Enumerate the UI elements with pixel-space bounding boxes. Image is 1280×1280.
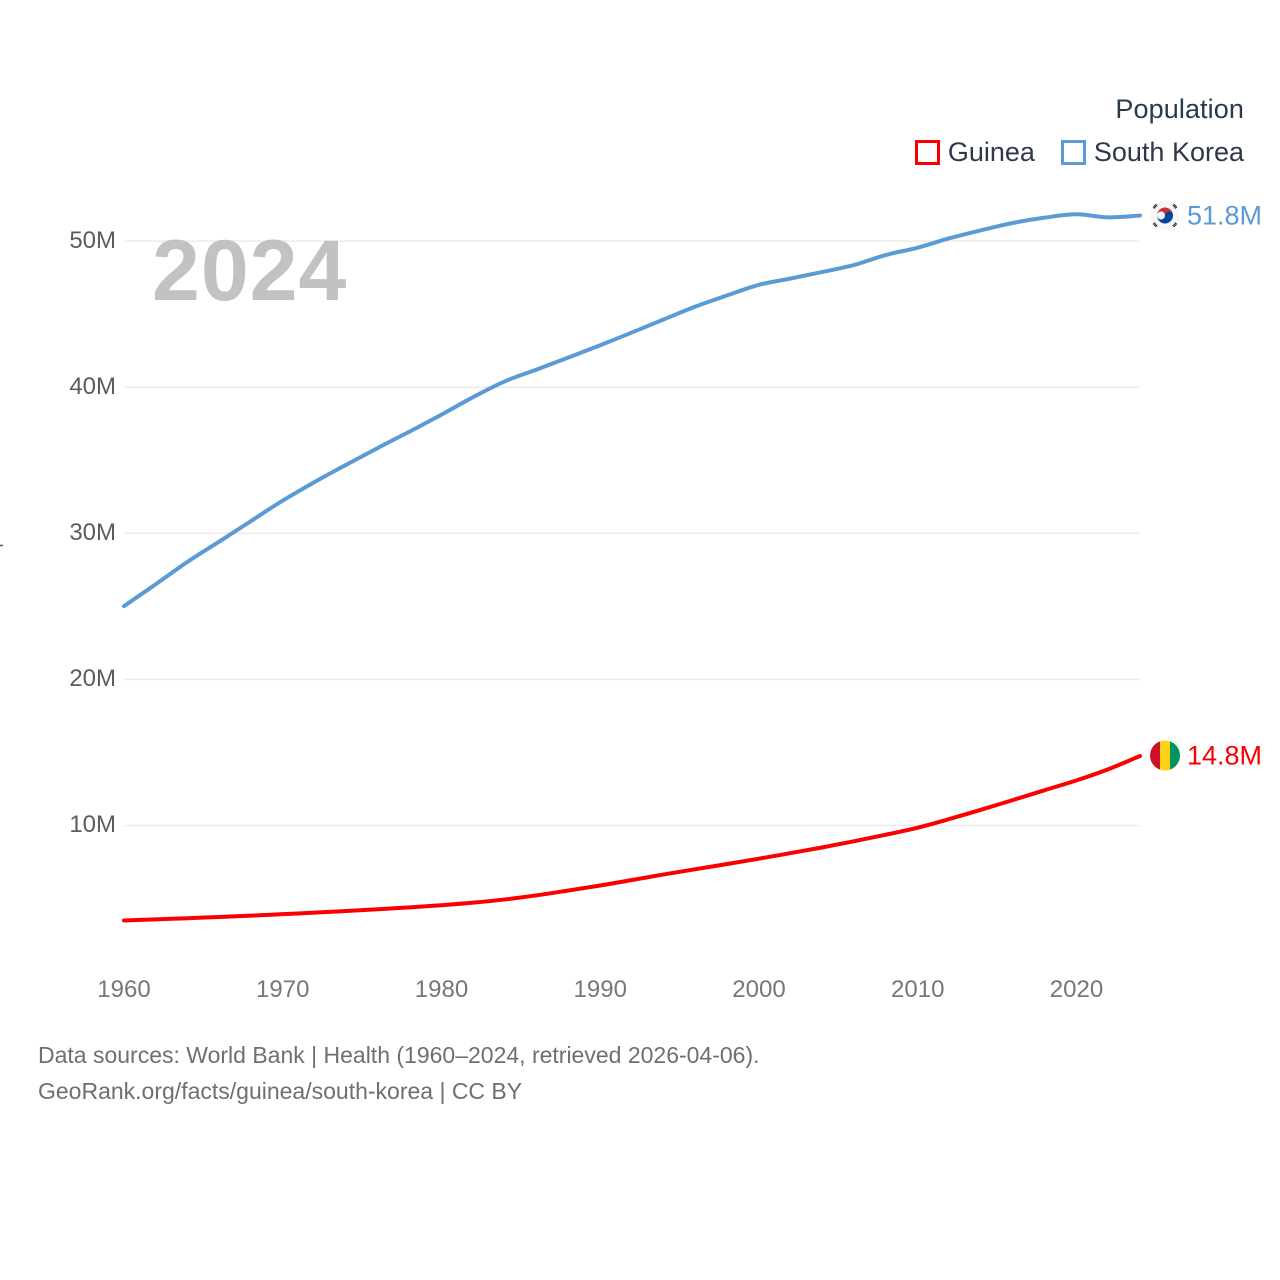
endpoint-guinea: 14.8M <box>1150 740 1262 771</box>
x-tick-label: 2020 <box>1049 976 1104 1003</box>
x-tick-label: 1980 <box>414 976 469 1003</box>
guinea-flag <box>1150 740 1180 771</box>
south-korea-flag-icon <box>1150 200 1180 231</box>
legend-swatch-icon <box>914 140 940 165</box>
series-line-south-korea <box>122 212 1142 609</box>
endpoint-value-label: 14.8M <box>1187 740 1263 771</box>
year-watermark: 2024 <box>152 223 348 319</box>
south-korea-flag <box>1150 200 1180 231</box>
x-tick-label: 2010 <box>891 976 945 1003</box>
y-tick-label: 40M <box>69 373 116 401</box>
legend-item-guinea[interactable]: Guinea <box>914 137 1035 167</box>
endpoint-south-korea: 51.8M <box>1150 200 1262 231</box>
legend-swatch-icon <box>1060 140 1086 165</box>
y-tick-label: 20M <box>69 665 116 693</box>
legend-item-label: South Korea <box>1093 137 1244 167</box>
x-tick-label: 1960 <box>97 976 151 1003</box>
y-tick-label: 10M <box>69 811 116 839</box>
endpoint-value-label: 51.8M <box>1187 200 1263 231</box>
legend-items: Guinea South Korea <box>914 137 1244 167</box>
gridlines <box>124 240 1140 827</box>
series-lines <box>122 212 1142 923</box>
footer-line-link: GeoRank.org/facts/guinea/south-korea | C… <box>38 1077 523 1104</box>
legend-item-label: Guinea <box>947 137 1035 167</box>
y-tick-label: 30M <box>69 519 116 547</box>
legend-title: Population <box>1115 94 1244 124</box>
x-tick-label: 1970 <box>256 976 310 1003</box>
legend: Population Guinea South Korea <box>914 94 1244 167</box>
legend-item-south-korea[interactable]: South Korea <box>1060 137 1244 167</box>
y-tick-label: 50M <box>69 227 116 255</box>
footer-line-sources: Data sources: World Bank | Health (1960–… <box>38 1042 760 1068</box>
guinea-flag-icon <box>1150 740 1180 771</box>
x-tick-label: 1990 <box>573 976 627 1003</box>
series-line-guinea <box>122 754 1142 923</box>
footer-attribution: Data sources: World Bank | Health (1960–… <box>38 1038 760 1109</box>
x-tick-label: 2000 <box>732 976 786 1003</box>
y-axis-title: Population <box>0 477 4 573</box>
